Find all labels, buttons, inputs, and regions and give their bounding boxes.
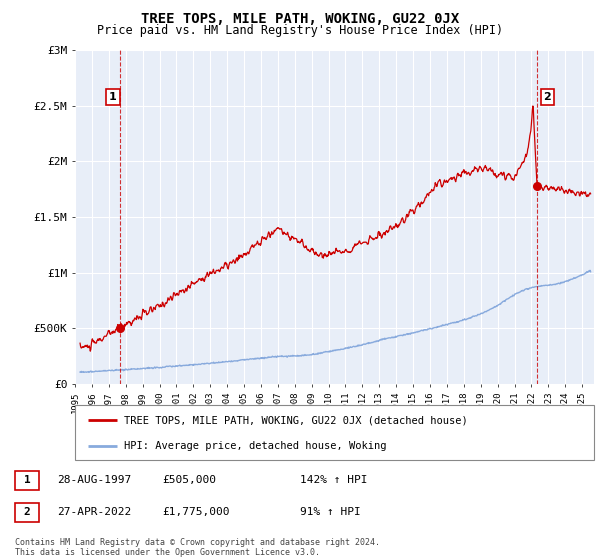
- Text: TREE TOPS, MILE PATH, WOKING, GU22 0JX: TREE TOPS, MILE PATH, WOKING, GU22 0JX: [141, 12, 459, 26]
- Text: 1: 1: [109, 92, 117, 102]
- FancyBboxPatch shape: [75, 405, 594, 460]
- Text: 2: 2: [543, 92, 551, 102]
- FancyBboxPatch shape: [15, 503, 39, 522]
- Text: 2: 2: [23, 507, 31, 517]
- Text: Contains HM Land Registry data © Crown copyright and database right 2024.
This d: Contains HM Land Registry data © Crown c…: [15, 538, 380, 557]
- Text: HPI: Average price, detached house, Woking: HPI: Average price, detached house, Woki…: [124, 441, 387, 450]
- Text: 27-APR-2022: 27-APR-2022: [57, 507, 131, 517]
- Text: £1,775,000: £1,775,000: [162, 507, 229, 517]
- Text: £505,000: £505,000: [162, 475, 216, 486]
- Text: 91% ↑ HPI: 91% ↑ HPI: [300, 507, 361, 517]
- Text: TREE TOPS, MILE PATH, WOKING, GU22 0JX (detached house): TREE TOPS, MILE PATH, WOKING, GU22 0JX (…: [124, 416, 468, 425]
- Text: 1: 1: [23, 475, 31, 486]
- Text: 142% ↑ HPI: 142% ↑ HPI: [300, 475, 367, 486]
- Text: Price paid vs. HM Land Registry's House Price Index (HPI): Price paid vs. HM Land Registry's House …: [97, 24, 503, 37]
- Text: 28-AUG-1997: 28-AUG-1997: [57, 475, 131, 486]
- FancyBboxPatch shape: [15, 470, 39, 491]
